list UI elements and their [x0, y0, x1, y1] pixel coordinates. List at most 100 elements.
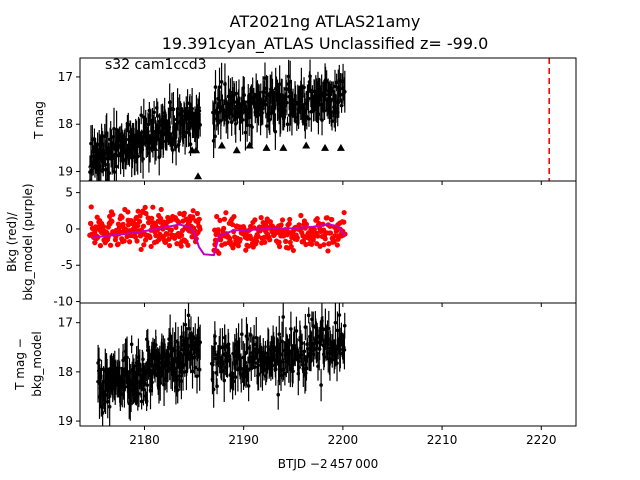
data-point [334, 80, 339, 85]
x-tick-label: 2210 [427, 433, 458, 447]
data-point [100, 411, 105, 415]
data-point [222, 378, 227, 383]
data-point [107, 242, 114, 248]
x-tick-label: 2220 [526, 433, 557, 447]
data-point [254, 238, 260, 244]
data-point [109, 218, 115, 224]
data-point [256, 372, 261, 377]
data-point [262, 239, 268, 245]
upper-limit-triangle [194, 172, 203, 180]
bkg-model-line [90, 223, 346, 257]
data-point [316, 112, 321, 117]
data-point [158, 206, 164, 213]
data-point [333, 320, 338, 325]
data-point [197, 367, 202, 372]
data-point [187, 326, 191, 331]
upper-limit-triangle [123, 146, 132, 154]
data-point [214, 213, 220, 220]
data-point [110, 211, 116, 218]
data-point [197, 226, 203, 232]
data-point [343, 89, 347, 94]
data-point [306, 313, 311, 318]
data-point [258, 215, 264, 221]
data-point [152, 110, 156, 115]
data-point [324, 215, 330, 221]
data-point [341, 209, 347, 216]
data-point [263, 76, 267, 80]
top-ylabel: T mag [32, 101, 46, 140]
top-yticks: 17 18 19 [58, 70, 80, 179]
data-point [286, 74, 291, 79]
upper-limit-triangle [192, 146, 201, 154]
data-point [252, 342, 256, 347]
data-point [211, 363, 215, 367]
data-point [250, 125, 254, 129]
chart-title-line1: AT2021ng ATLAS21amy [230, 12, 421, 31]
data-point [333, 84, 337, 89]
upper-limit-triangle [245, 141, 254, 149]
y-tick-label: 0 [65, 222, 73, 236]
data-point [141, 157, 145, 161]
data-point [196, 216, 202, 222]
data-point [294, 235, 300, 241]
data-point [248, 333, 253, 337]
middle-ylabel-line2: bkg_model (purple) [21, 183, 35, 300]
data-point [291, 369, 295, 374]
data-point [167, 100, 172, 105]
data-point [334, 242, 340, 248]
y-tick-label: 18 [58, 365, 73, 379]
data-point [286, 221, 292, 227]
data-point [342, 348, 347, 352]
upper-limit-triangle [321, 143, 330, 151]
data-point [193, 365, 197, 370]
data-point [150, 204, 156, 210]
data-point [134, 238, 140, 244]
data-point [266, 347, 271, 352]
x-tick-label: 2190 [228, 433, 259, 447]
data-point [267, 219, 274, 225]
y-tick-label: -10 [53, 295, 73, 309]
data-point [290, 247, 296, 254]
data-point [287, 239, 293, 245]
data-point [342, 323, 347, 328]
data-point [185, 101, 190, 105]
data-point [332, 233, 338, 239]
data-point [303, 241, 309, 248]
data-point [297, 365, 301, 370]
data-point [141, 242, 147, 248]
data-point [299, 353, 304, 357]
data-point [302, 85, 306, 90]
data-point [132, 234, 139, 240]
data-point [173, 339, 178, 344]
data-point [264, 102, 268, 107]
data-point [326, 326, 331, 331]
data-point [330, 119, 334, 124]
data-point [298, 212, 304, 219]
data-point [240, 332, 244, 336]
middle-plot-area [87, 204, 348, 257]
data-point [190, 369, 195, 374]
data-point [148, 388, 153, 393]
data-point [252, 217, 258, 223]
panel-middle: Bkg (red)/ bkg_model (purple) -10 -5 0 5 [5, 180, 577, 309]
data-point [319, 383, 323, 387]
upper-limit-triangle [150, 143, 159, 151]
data-point [227, 354, 232, 359]
data-point [246, 384, 251, 388]
data-point [92, 240, 98, 246]
data-point [117, 229, 123, 235]
data-point [243, 360, 248, 365]
data-point [135, 208, 141, 214]
data-point [232, 100, 237, 104]
data-point [238, 120, 243, 124]
data-point [277, 332, 282, 336]
data-point [219, 80, 224, 84]
data-point [303, 325, 308, 329]
data-point [231, 379, 236, 384]
data-point [276, 239, 282, 245]
bottom-frame [79, 302, 577, 427]
y-tick-label: 5 [65, 186, 73, 200]
data-point [217, 217, 223, 223]
data-point [327, 230, 334, 236]
upper-limit-triangle [336, 143, 345, 151]
